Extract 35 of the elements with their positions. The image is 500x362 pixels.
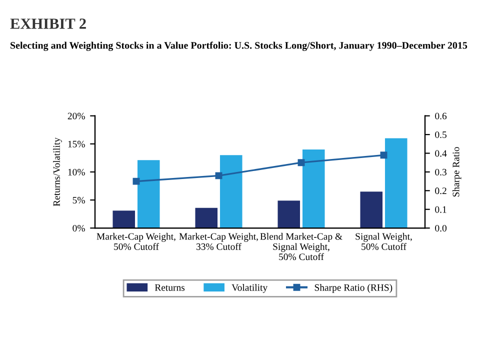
bar	[195, 208, 218, 228]
x-tick-label: Market-Cap Weight, 50% Cutoff	[96, 232, 176, 250]
point	[132, 178, 140, 185]
y-tick-label: 15%	[68, 140, 85, 148]
bar	[220, 155, 242, 228]
y-tick-label: 5%	[72, 196, 85, 204]
y2-tick-label: 0.0	[435, 224, 447, 232]
point	[298, 159, 305, 166]
y2-tick-label: 0.5	[435, 131, 446, 138]
y-tick-label: 0%	[72, 224, 85, 232]
x-tick-label: Blend Market-Cap & Signal Weight, 50% Cutoff	[260, 232, 342, 260]
chart-title: EXHIBIT 2	[10, 18, 86, 29]
x-tick-label: Signal Weight, 50% Cutoff	[356, 232, 412, 250]
chart-subtitle: Selecting and Weighting Stocks in a Value Portfolio: U.S. Stocks Long/Short, January 1990–December 2015	[10, 42, 468, 51]
legend-label: Volatility	[232, 284, 268, 293]
legend-label: Sharpe Ratio (RHS)	[314, 284, 392, 293]
y2-tick-label: 0.1	[435, 206, 446, 213]
y2-tick-label: 0.6	[435, 112, 447, 120]
y2-tick-label: 0.4	[435, 150, 447, 157]
bar	[360, 192, 383, 228]
bar	[384, 138, 408, 228]
x-tick-label: Market-Cap Weight, 33% Cutoff	[179, 232, 258, 250]
y2-axis-title: Sharpe Ratio	[452, 147, 462, 197]
y2-tick-label: 0.3	[435, 168, 446, 176]
y-tick-label: 20%	[68, 112, 85, 120]
point	[215, 172, 222, 180]
bar	[278, 200, 300, 228]
y2-tick-label: 0.2	[435, 188, 446, 194]
legend-label: Returns	[154, 284, 185, 291]
y-axis-title: Returns/Volatility	[53, 138, 62, 206]
y-tick-label: 10%	[68, 168, 85, 176]
bar	[112, 210, 136, 228]
bar	[302, 150, 325, 228]
point	[380, 152, 388, 159]
bar	[137, 160, 160, 228]
